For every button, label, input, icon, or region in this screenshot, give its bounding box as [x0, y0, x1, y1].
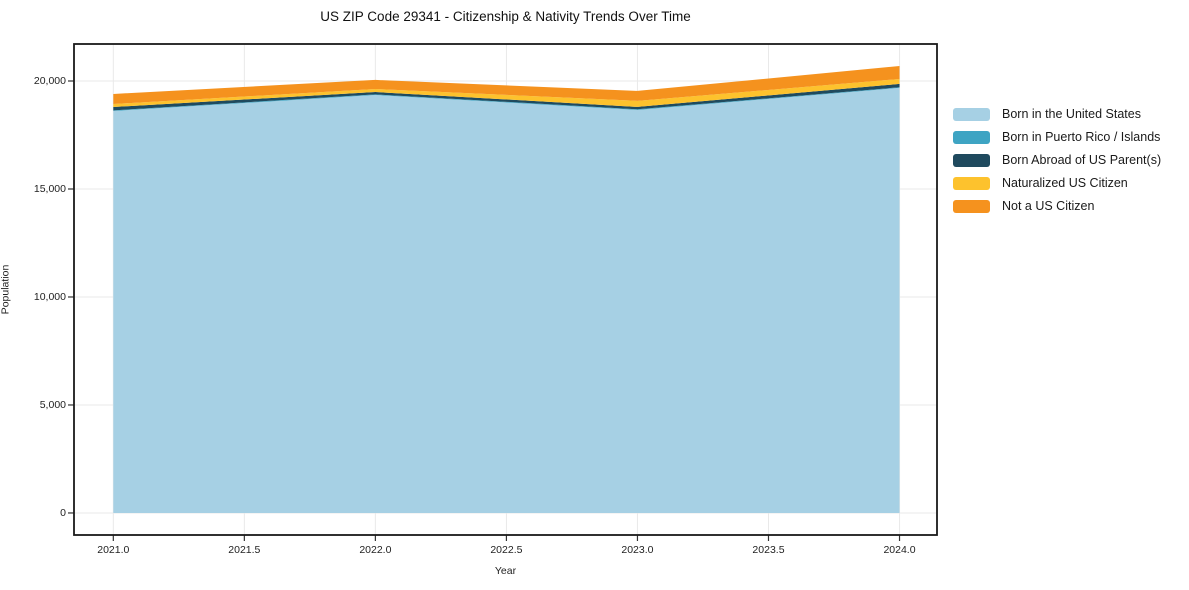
area-born-abroad-of-us-parent-s-	[113, 83, 900, 111]
plot-frame	[73, 43, 938, 536]
legend-item: Naturalized US Citizen	[953, 176, 1161, 190]
legend-label: Naturalized US Citizen	[1002, 176, 1128, 190]
area-naturalized-us-citizen	[113, 78, 900, 108]
legend-item: Born in Puerto Rico / Islands	[953, 130, 1161, 144]
x-tick-label: 2021.0	[97, 544, 130, 556]
legend-item: Born Abroad of US Parent(s)	[953, 153, 1161, 167]
legend-item: Not a US Citizen	[953, 199, 1161, 213]
y-tick-label: 0	[60, 506, 66, 519]
x-axis-label: Year	[494, 565, 517, 577]
x-tick-label: 2023.5	[752, 544, 785, 556]
area-born-in-the-united-states	[113, 87, 900, 513]
legend-swatch-icon	[953, 107, 990, 121]
y-axis-label: Population	[0, 264, 12, 315]
chart-title: US ZIP Code 29341 - Citizenship & Nativi…	[320, 9, 691, 24]
y-tick-label: 10,000	[33, 290, 66, 303]
legend-label: Born in the United States	[1002, 107, 1141, 121]
x-tick-label: 2022.5	[490, 544, 523, 556]
y-tick-label: 15,000	[33, 182, 66, 195]
x-tick-label: 2023.0	[621, 544, 654, 556]
chart-legend: Born in the United States Born in Puerto …	[953, 107, 1161, 213]
y-tick-label: 20,000	[33, 74, 66, 87]
legend-swatch-icon	[953, 153, 990, 167]
legend-swatch-icon	[953, 130, 990, 144]
legend-item: Born in the United States	[953, 107, 1161, 121]
y-tick-label: 5,000	[39, 398, 66, 411]
x-tick-label: 2021.5	[228, 544, 261, 556]
legend-label: Not a US Citizen	[1002, 199, 1095, 213]
plot-region	[68, 43, 938, 541]
legend-label: Born Abroad of US Parent(s)	[1002, 153, 1162, 167]
area-not-a-us-citizen	[113, 65, 900, 105]
legend-swatch-icon	[953, 199, 990, 213]
legend-swatch-icon	[953, 176, 990, 190]
x-tick-label: 2022.0	[359, 544, 392, 556]
stacked-area-chart	[68, 43, 938, 541]
legend-label: Born in Puerto Rico / Islands	[1002, 130, 1161, 144]
x-tick-label: 2024.0	[883, 544, 916, 556]
